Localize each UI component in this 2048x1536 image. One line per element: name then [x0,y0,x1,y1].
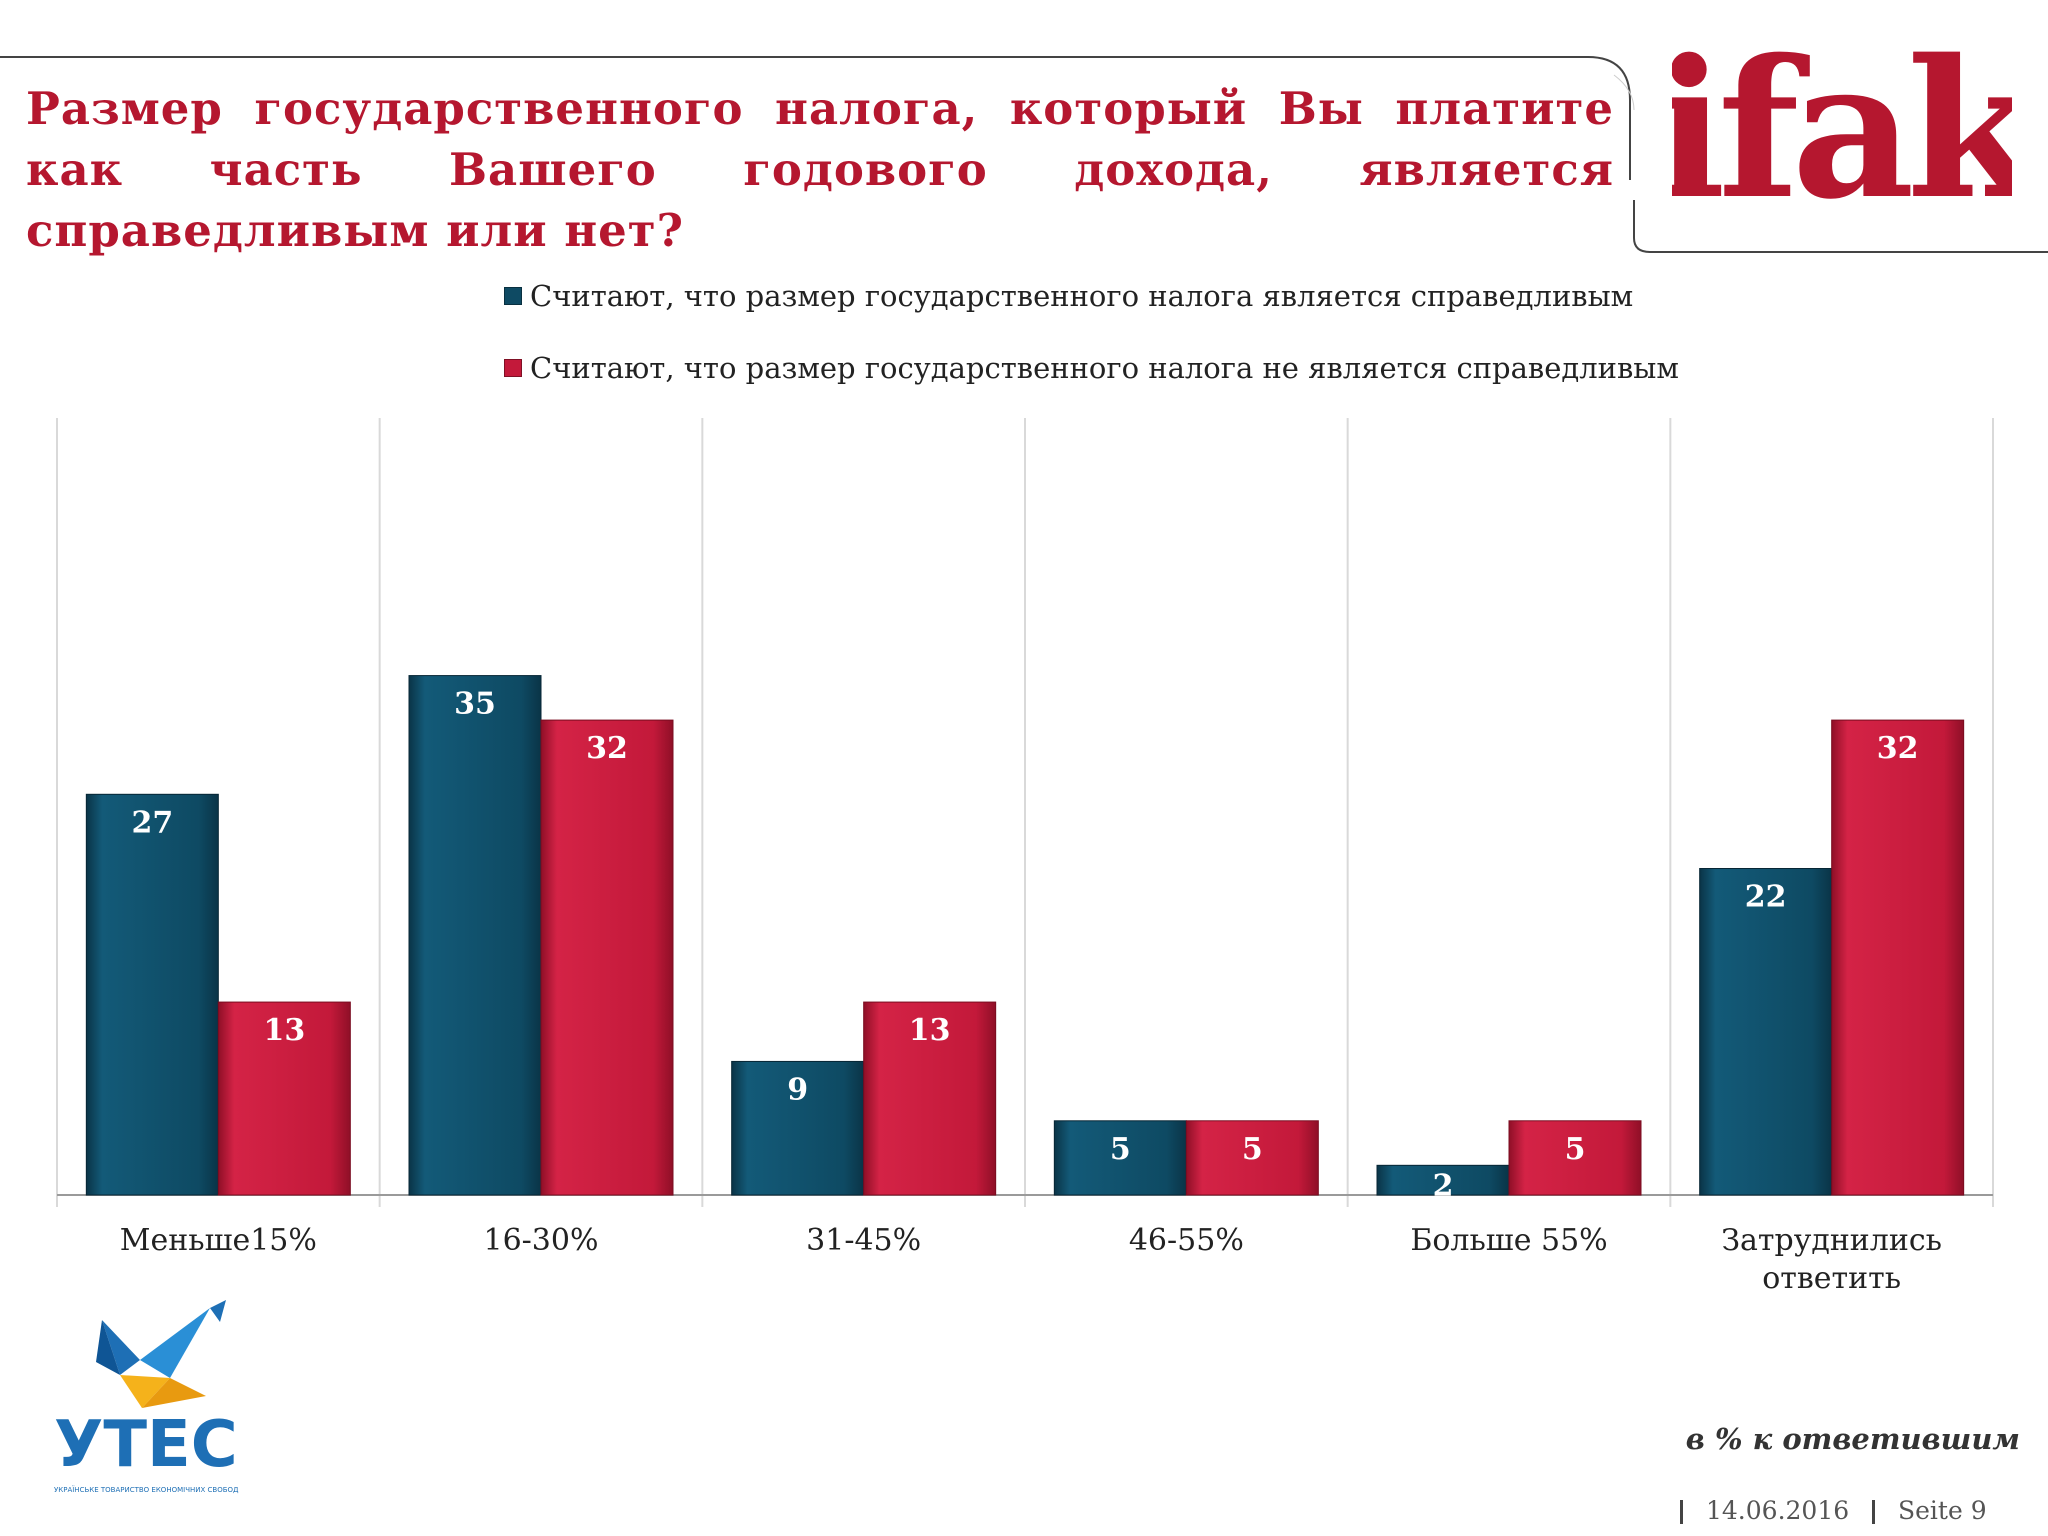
ifak-logo: ifak [1672,38,2012,208]
bar-fair [731,1060,865,1196]
chart-labels: 27 13 Меньше15% 35 32 16-30% 9 13 31-45% 5 5 46-55%… [120,687,1942,1296]
bar-value-label: 22 [1745,880,1787,915]
bar-fair [408,675,542,1196]
slide-footer: 14.06.2016 Seite 9 [1672,1496,2012,1530]
bar-value-label: 5 [1565,1132,1586,1167]
bar-value-label: 5 [1242,1132,1263,1167]
footer-page-number: Seite 9 [1898,1496,1987,1525]
bar-value-label: 5 [1110,1132,1131,1167]
bar-value-label: 32 [586,731,628,766]
chart-grid [56,418,1994,1207]
footnote: в % к ответившим [1685,1422,2020,1456]
bar-value-label: 9 [787,1072,808,1107]
footer-separator [1872,1500,1875,1524]
bar-value-label: 2 [1433,1168,1454,1203]
bar-unfair [863,1001,997,1196]
legend-swatch-unfair [504,359,522,377]
page-title: Размер государственного налога, который … [26,82,1614,257]
bar-fair [85,793,219,1196]
legend-label-unfair: Считают, что размер государственного нал… [530,351,1679,385]
bar-unfair [1185,1120,1319,1196]
bar-value-label: 13 [909,1013,951,1048]
legend-item-unfair: Считают, что размер государственного нал… [504,351,1679,385]
svg-text:УТЕС: УТЕС [54,1408,238,1482]
category-label: Меньше15% [120,1223,317,1258]
bar-fair [1053,1120,1187,1196]
svg-text:ifak: ifak [1672,38,2012,208]
category-label: Больше 55% [1410,1223,1607,1258]
category-label: 31-45% [806,1223,921,1258]
legend-item-fair: Считают, что размер государственного нал… [504,279,1679,313]
bar-unfair [540,719,674,1196]
footer-date: 14.06.2016 [1706,1496,1850,1525]
svg-text:УКРАЇНСЬКЕ ТОВАРИСТВО ЕКОНОМІЧ: УКРАЇНСЬКЕ ТОВАРИСТВО ЕКОНОМІЧНИХ СВОБОД [54,1485,239,1494]
footer-separator [1680,1500,1683,1524]
legend-label-fair: Считают, что размер государственного нал… [530,279,1634,313]
category-label: 16-30% [484,1223,599,1258]
chart-bars [85,675,1965,1196]
bar-unfair [1831,719,1965,1196]
bar-value-label: 32 [1877,731,1919,766]
category-label: 46-55% [1129,1223,1244,1258]
category-label: Затруднились [1721,1223,1942,1258]
bar-fair [1376,1164,1510,1196]
category-label: ответить [1762,1261,1901,1296]
bar-value-label: 27 [131,805,173,840]
utes-logo: УТЕС УКРАЇНСЬКЕ ТОВАРИСТВО ЕКОНОМІЧНИХ С… [54,1300,239,1494]
bar-value-label: 35 [454,687,496,722]
bar-unfair [1508,1120,1642,1196]
legend-swatch-fair [504,287,522,305]
bar-unfair [217,1001,351,1196]
chart-legend: Считают, что размер государственного нал… [504,279,1679,424]
bar-value-label: 13 [263,1013,305,1048]
bar-fair [1699,868,1833,1196]
